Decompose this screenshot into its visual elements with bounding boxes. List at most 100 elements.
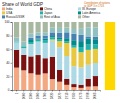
bar [71, 46, 76, 48]
bar [36, 36, 41, 39]
tick-mark [59, 90, 60, 92]
bar [64, 56, 69, 79]
bar [28, 73, 33, 90]
bar [86, 50, 91, 65]
tick-label: 1913 [65, 92, 69, 99]
bar [21, 70, 26, 90]
bar [43, 32, 48, 35]
bar [71, 22, 76, 29]
tick: 20 [6, 75, 12, 79]
bar [86, 65, 91, 79]
tick: 1998 [86, 90, 90, 99]
tick-label: 2003 [93, 92, 97, 99]
bars [14, 22, 98, 90]
legend-label: Other [82, 15, 90, 19]
bar [64, 32, 69, 38]
axis-line [11, 23, 13, 91]
bar [71, 84, 76, 87]
tick-mark [16, 90, 17, 92]
bar [64, 28, 69, 33]
bar [57, 33, 62, 38]
tick-label: 1000 [22, 92, 26, 99]
tick-mark [30, 90, 31, 92]
series [28, 39, 98, 67]
bar [21, 22, 26, 42]
tick-mark [11, 22, 13, 23]
tick-mark [11, 49, 13, 50]
legend-item: Rest of Asia [40, 15, 60, 19]
tick-label: 60 [6, 48, 10, 52]
tick-mark [11, 36, 13, 37]
bar [14, 37, 19, 41]
bar [93, 49, 98, 63]
legend-item: Russia/USSR [2, 15, 25, 19]
bar [86, 22, 91, 27]
bar [14, 42, 19, 43]
bar [50, 28, 55, 33]
tick: 40 [6, 61, 12, 65]
tick: 1913 [65, 90, 69, 99]
tick-mark [23, 90, 24, 92]
bar [64, 22, 69, 28]
tick: 60 [6, 48, 12, 52]
tick: 100 [4, 20, 12, 24]
tick-label: 1973 [79, 92, 83, 99]
bar [50, 39, 55, 40]
legend-swatch [2, 11, 5, 14]
bar [79, 88, 84, 90]
tick: 1 [15, 90, 19, 94]
tick-mark [66, 90, 67, 92]
bar [43, 43, 48, 58]
bar [50, 37, 55, 39]
bar [21, 55, 26, 70]
bar [14, 50, 19, 68]
bar [79, 41, 84, 47]
bar [36, 55, 41, 75]
tick-label: 1600 [36, 92, 40, 99]
legend-swatch [78, 11, 81, 14]
bar [86, 36, 91, 38]
tick-mark [95, 90, 96, 92]
series [14, 37, 98, 52]
bar [86, 45, 91, 50]
tick-label: 1870 [58, 92, 62, 99]
bar [71, 48, 76, 67]
grid [12, 22, 100, 90]
bar [79, 67, 84, 84]
legend-label: Rest of Asia [44, 15, 60, 19]
bar [93, 44, 98, 48]
y-axis: 0 20 40 60 80 100 [4, 20, 12, 92]
legend-swatch [2, 15, 5, 18]
tick-label: 1500 [29, 92, 33, 99]
tick: 2003 [93, 90, 97, 99]
bar [50, 79, 55, 90]
bar [57, 82, 62, 90]
bar [71, 34, 76, 41]
bar [64, 41, 69, 43]
bar [50, 36, 55, 37]
bar [93, 37, 98, 40]
tick: 80 [6, 34, 12, 38]
tick: 1973 [79, 90, 83, 99]
legend: IndiaChinaW. EuropeUSAJapanLatin America… [2, 7, 101, 19]
bar [50, 57, 55, 79]
bar [71, 40, 76, 45]
tick-label: 1998 [86, 92, 90, 99]
bar [43, 73, 48, 90]
series [14, 22, 98, 42]
bar [57, 47, 62, 70]
tick-mark [11, 90, 13, 91]
bar [14, 68, 19, 90]
reference-bar [105, 22, 115, 90]
bar [86, 79, 91, 87]
bar [28, 34, 33, 38]
tick-label: 0 [8, 88, 10, 92]
bar [36, 42, 41, 55]
bar [79, 22, 84, 29]
bar [57, 38, 62, 40]
tick-mark [38, 90, 39, 92]
tick-label: 80 [6, 34, 10, 38]
bar [43, 39, 48, 40]
tick-mark [52, 90, 53, 92]
x-axis: 1100015001600170018201870191319501973199… [13, 90, 101, 99]
